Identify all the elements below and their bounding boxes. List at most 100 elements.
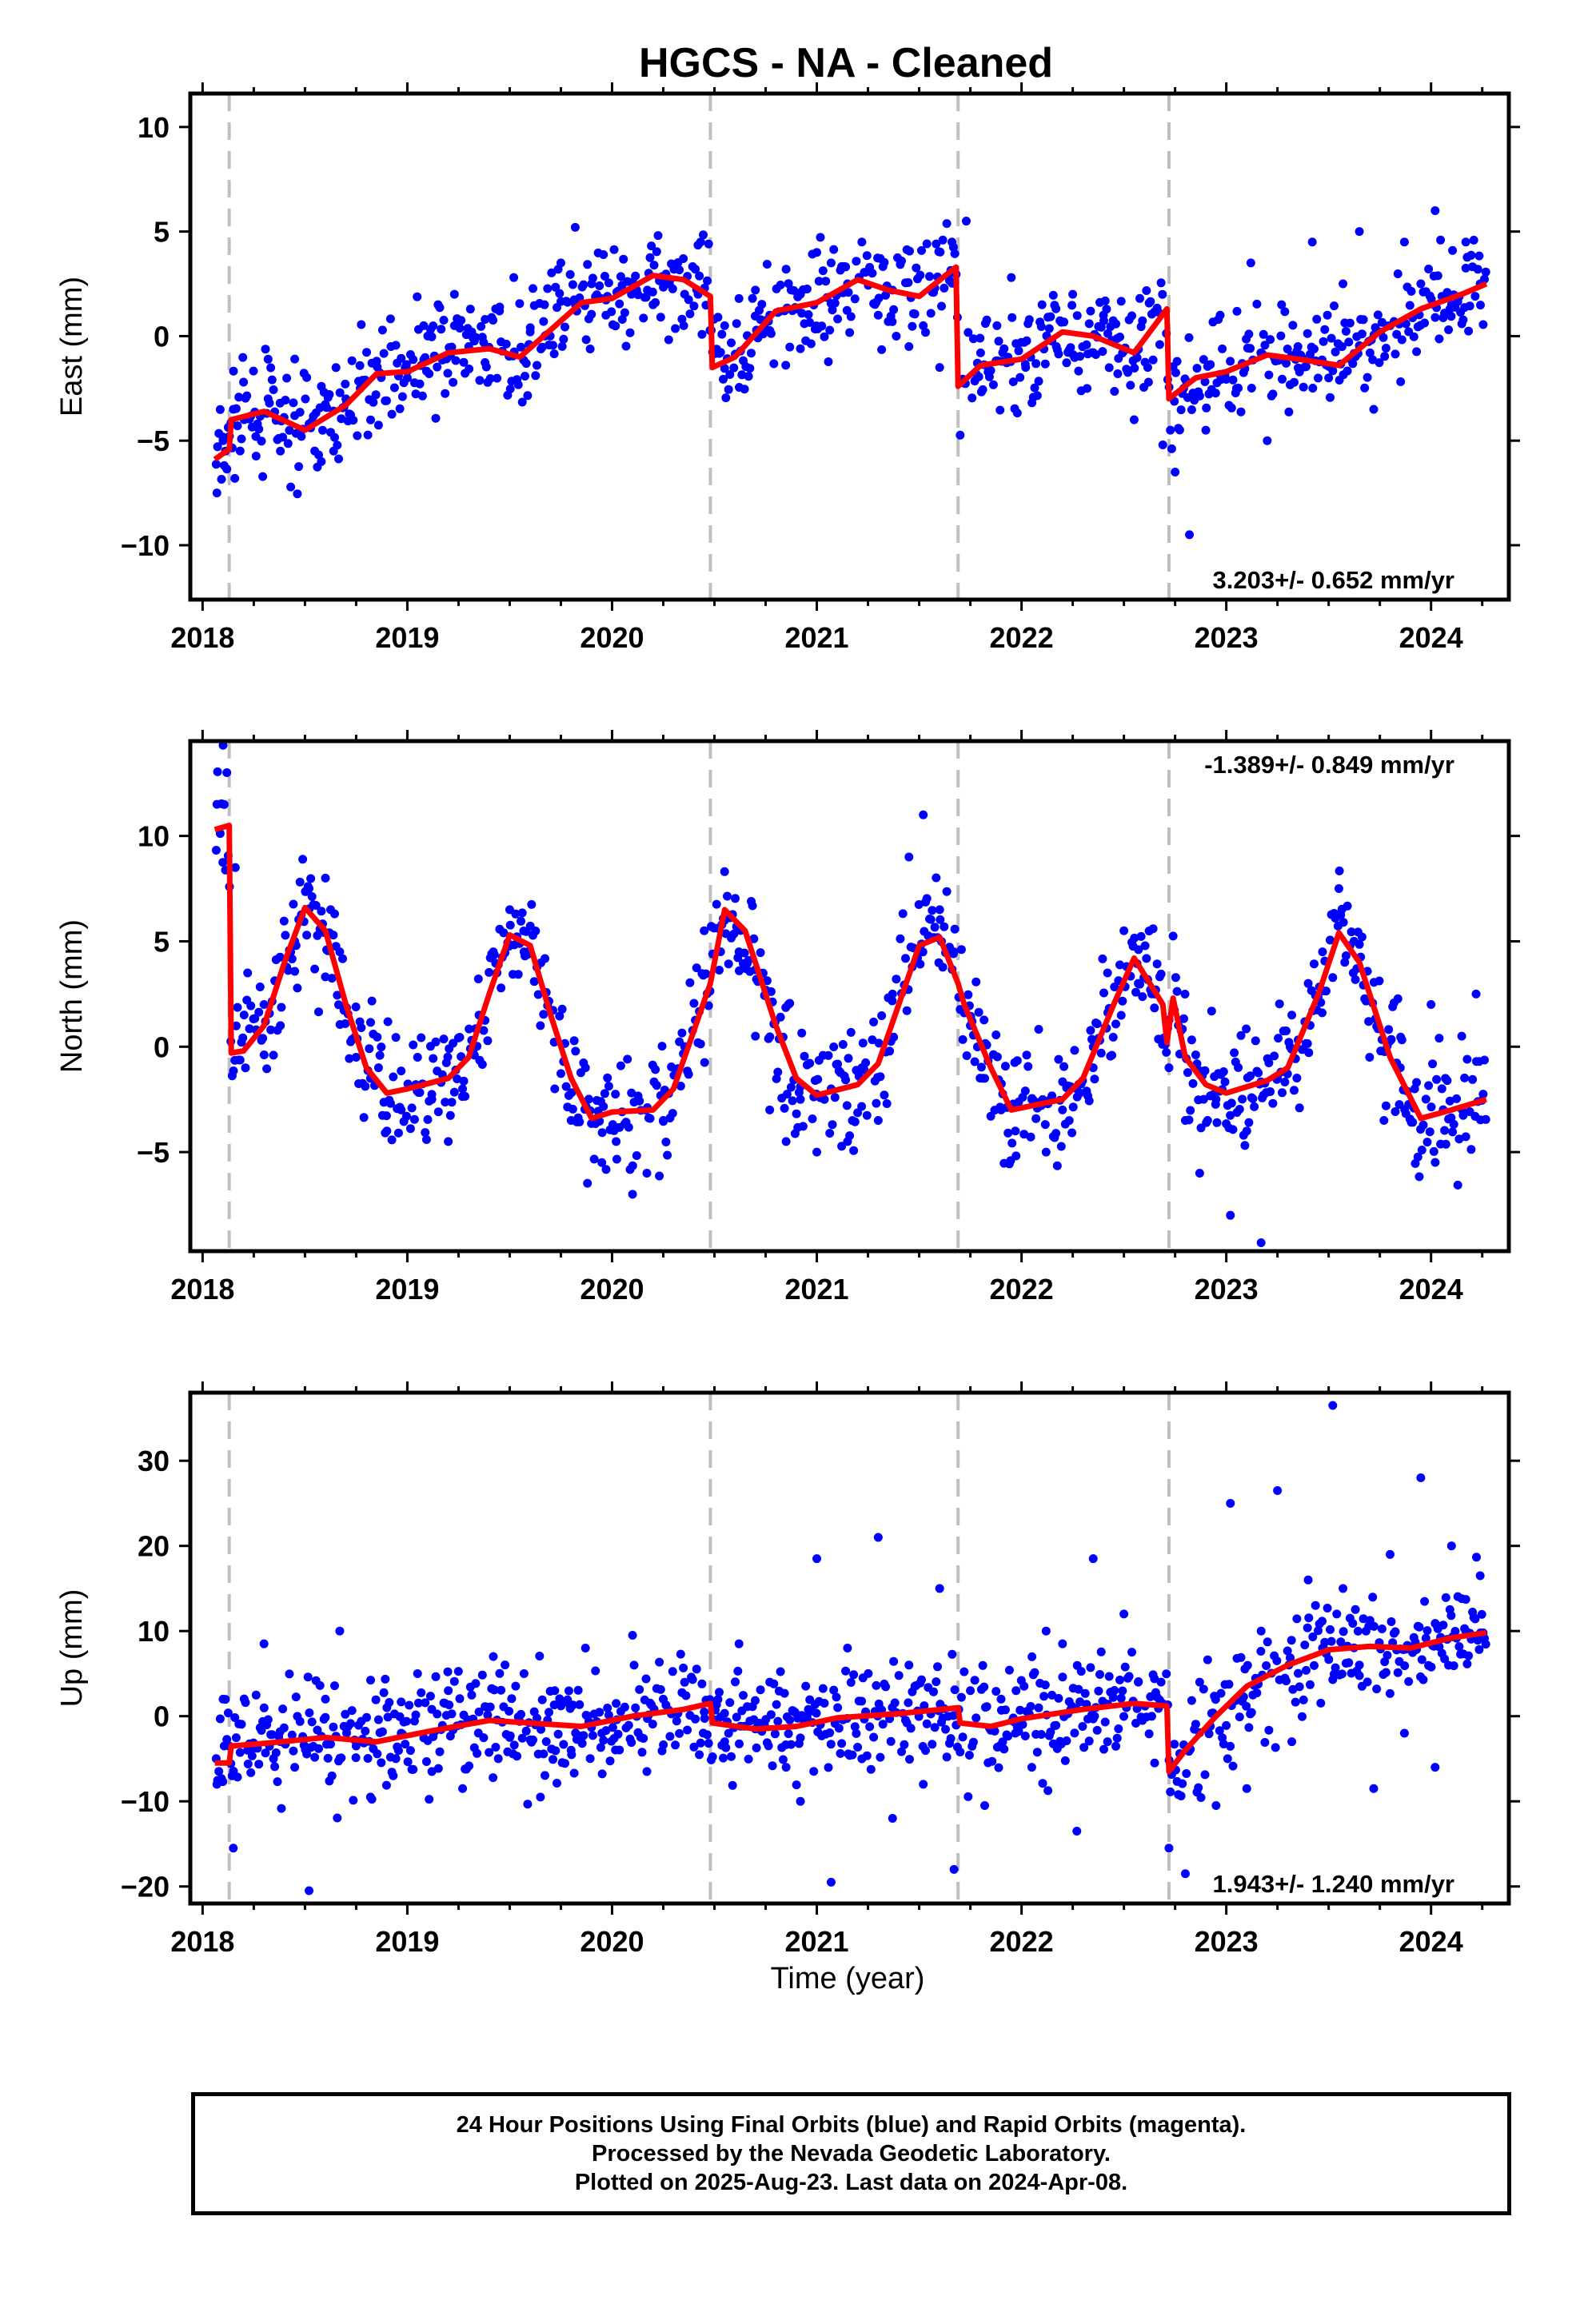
data-point <box>401 1111 411 1121</box>
data-point <box>725 370 735 379</box>
data-point <box>1311 1600 1320 1610</box>
data-point <box>373 1032 382 1042</box>
data-point <box>785 1716 795 1724</box>
data-point <box>212 488 221 498</box>
data-point <box>1461 1132 1470 1142</box>
data-point <box>541 1771 549 1780</box>
data-point <box>262 1064 272 1074</box>
data-point <box>495 306 505 316</box>
data-point <box>1114 1724 1123 1733</box>
data-point <box>1359 1614 1368 1624</box>
data-point <box>844 288 853 297</box>
data-point <box>1030 383 1039 393</box>
data-point <box>1248 1094 1258 1103</box>
data-point <box>1404 1676 1414 1686</box>
data-point <box>1414 1172 1424 1182</box>
data-point <box>1306 1680 1315 1689</box>
data-point <box>655 1171 664 1181</box>
data-point <box>866 1764 876 1774</box>
data-point <box>411 1710 421 1720</box>
data-point <box>1226 1741 1235 1751</box>
data-point <box>419 321 429 330</box>
data-point <box>473 1748 482 1758</box>
data-point <box>1287 1011 1297 1020</box>
data-point <box>734 947 744 957</box>
data-point <box>1418 1120 1428 1130</box>
data-point <box>731 894 740 903</box>
data-point <box>362 1712 371 1722</box>
data-point <box>1320 325 1330 334</box>
data-point <box>744 955 753 965</box>
data-point <box>656 313 665 322</box>
data-point <box>305 884 314 894</box>
data-point <box>972 1713 981 1723</box>
data-point <box>231 1021 241 1030</box>
data-point <box>838 1040 848 1049</box>
data-point <box>1268 1098 1278 1108</box>
data-point <box>257 1726 266 1735</box>
data-point <box>557 1004 567 1014</box>
data-point <box>1328 973 1338 983</box>
data-point <box>629 1660 639 1670</box>
data-point <box>483 1710 493 1720</box>
data-point <box>1331 1663 1340 1672</box>
data-point <box>625 328 635 337</box>
data-point <box>772 1700 781 1709</box>
data-point <box>1421 1633 1430 1643</box>
data-point <box>846 1678 856 1687</box>
x-tick-label: 2022 <box>990 1925 1054 1958</box>
data-point <box>733 1666 743 1676</box>
data-point <box>1183 1068 1192 1078</box>
data-point <box>1339 1584 1348 1593</box>
data-point <box>833 1059 843 1069</box>
data-point <box>905 246 914 256</box>
data-point <box>1115 333 1124 341</box>
data-point <box>829 1042 839 1051</box>
data-point <box>864 1668 873 1678</box>
y-tick-label: 20 <box>138 1530 170 1563</box>
data-point <box>1003 1732 1013 1741</box>
data-point <box>568 280 577 289</box>
data-point <box>1078 1722 1087 1731</box>
data-point <box>1086 1026 1095 1035</box>
data-point <box>1437 1084 1446 1094</box>
data-point <box>383 1712 393 1722</box>
data-point <box>1086 306 1095 316</box>
data-point <box>1111 319 1120 329</box>
data-point <box>1096 1048 1106 1058</box>
data-point <box>929 1687 938 1696</box>
data-point <box>1461 1595 1470 1604</box>
data-point <box>363 430 373 440</box>
data-point <box>1290 377 1299 387</box>
data-point <box>513 970 523 979</box>
data-point <box>1445 1096 1454 1106</box>
data-point <box>776 1012 785 1022</box>
data-point <box>1379 333 1388 342</box>
data-point <box>1307 237 1317 247</box>
data-point <box>1171 467 1180 476</box>
data-point <box>334 1000 343 1010</box>
data-point <box>495 1668 505 1678</box>
data-point <box>948 1711 958 1720</box>
data-point <box>302 1749 312 1759</box>
data-point <box>620 1702 629 1712</box>
data-point <box>1076 1667 1086 1676</box>
data-point <box>980 1015 989 1025</box>
data-point <box>305 1886 314 1895</box>
data-point <box>417 1033 426 1042</box>
data-point <box>1222 1720 1231 1730</box>
data-point <box>573 1685 583 1695</box>
data-point <box>1327 333 1336 343</box>
data-point <box>1187 1035 1196 1045</box>
data-point <box>826 1877 836 1887</box>
data-point <box>897 1747 906 1756</box>
data-point <box>565 269 575 279</box>
data-point <box>1015 373 1025 382</box>
data-point <box>769 359 779 369</box>
data-point <box>661 1138 671 1146</box>
data-point <box>739 1691 748 1700</box>
data-point <box>932 873 941 883</box>
data-point <box>543 284 553 293</box>
data-point <box>563 297 573 307</box>
data-point <box>381 1674 390 1684</box>
